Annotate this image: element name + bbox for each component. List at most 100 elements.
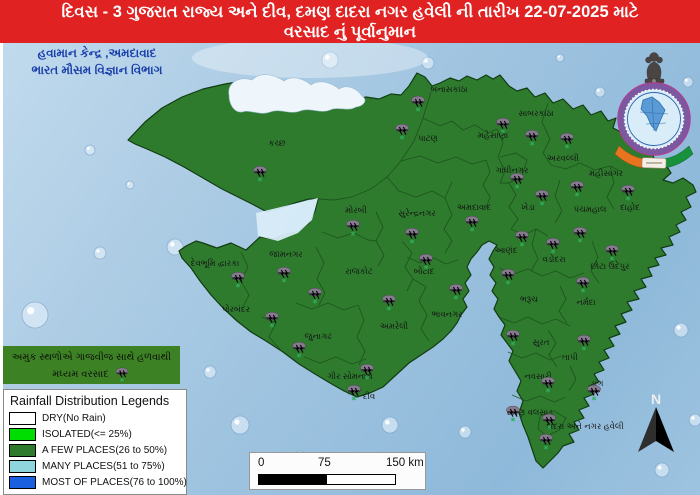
org-department: ભારત મૌસમ વિજ્ઞાન વિભાગ — [31, 63, 163, 77]
legend-title: Rainfall Distribution Legends — [10, 394, 170, 408]
district-label: પાટણ — [418, 133, 439, 143]
legend-row: MANY PLACES(51 to 75%) — [9, 460, 181, 473]
droplet-decor — [230, 415, 250, 435]
droplet-decor — [458, 425, 472, 439]
annotation-line2: મધ્યમ વરસાદ — [52, 368, 109, 380]
legend-swatch — [9, 412, 36, 425]
droplet-highlight — [96, 249, 100, 253]
imd-logo-icon — [614, 52, 694, 169]
droplet-decor — [84, 144, 96, 156]
map-scale-bar: 0 75 150 km — [249, 452, 426, 490]
gujarat-land — [127, 72, 697, 469]
district-label: અમદાવાદ — [457, 202, 491, 212]
title-bar: દિવસ - 3 ગુજરાત રાજ્ય અને દીવ, દમણ દાદરા… — [0, 0, 700, 43]
droplet-highlight — [170, 242, 175, 247]
district-label: સાબરકાંઠા — [518, 108, 553, 118]
droplet-highlight — [385, 420, 390, 425]
district-label: પોરબંદર — [222, 303, 251, 314]
district-label: ડાંગ — [591, 378, 605, 388]
legend-row: ISOLATED(<= 25%) — [9, 428, 181, 441]
district-labels: કચ્છ બનાસકાંઠા પાટણ સાબરકાંઠા મહેસાણા અરવલ્લી… — [191, 84, 641, 431]
title-line2: વરસાદ નું પૂર્વાનુમાન — [283, 22, 417, 41]
rainfall-legend: Rainfall Distribution Legends DRY(No Rai… — [3, 389, 187, 495]
annotation-line1: અમુક સ્થળોએ ગાજવીજ સાથે હળવાથી — [11, 352, 172, 363]
droplet-decor — [381, 416, 399, 434]
rann-of-kutch-patch — [228, 74, 366, 114]
forecast-annotation: અમુક સ્થળોએ ગાજવીજ સાથે હળવાથી મધ્યમ વરસ… — [3, 346, 180, 384]
droplet-decor — [673, 322, 689, 338]
scale-start: 0 — [258, 457, 265, 469]
district-label: ગીર સોમનાથ — [327, 370, 373, 381]
district-borders — [240, 91, 623, 437]
droplet-decor — [203, 365, 217, 379]
droplet-decor — [654, 462, 670, 478]
droplet-highlight — [206, 368, 210, 372]
district-label: દેવભૂમિ દ્વારકા — [191, 257, 240, 270]
legend-swatch — [9, 476, 36, 489]
district-label: મહીસાગર — [589, 168, 624, 178]
droplet-highlight — [234, 419, 240, 425]
org-name: હવામાન કેન્દ્ર ,અમદાવાદ — [37, 46, 157, 60]
legend-row: MOST OF PLACES(76 to 100%) — [9, 476, 187, 489]
droplet-highlight — [657, 465, 662, 470]
droplet-highlight — [461, 428, 465, 432]
district-label: વડોદરા — [542, 253, 565, 264]
droplet-decor — [21, 301, 49, 329]
north-label: N — [651, 391, 661, 407]
district-label: દમણ વલસાડ — [507, 407, 553, 417]
scale-bar-black-segment — [258, 474, 328, 485]
legend-label: MOST OF PLACES(76 to 100%) — [42, 477, 187, 488]
droplet-highlight — [684, 78, 688, 82]
district-label: જામનગર — [269, 249, 303, 259]
district-label: સુરેન્દ્રનગર — [398, 207, 436, 218]
legend-label: MANY PLACES(51 to 75%) — [42, 461, 165, 472]
legend-row: A FEW PLACES(26 to 50%) — [9, 444, 181, 457]
droplet-decor — [688, 413, 700, 427]
district-label: અરવલ્લી — [547, 153, 580, 163]
district-label: તાપી — [562, 352, 578, 362]
district-label: દાહોદ — [620, 201, 640, 212]
org-header: હવામાન કેન્દ્ર ,અમદાવાદ ભારત મૌસમ વિજ્ઞા… — [6, 45, 188, 79]
droplet-highlight — [325, 55, 330, 60]
district-label: આણંદ — [495, 245, 518, 255]
district-label: મોરબી — [345, 204, 367, 215]
droplet-highlight — [557, 55, 560, 58]
scale-bar-white-segment — [326, 474, 396, 485]
droplet-decor — [93, 246, 107, 260]
district-label: ગાંધીનગર — [496, 165, 529, 175]
district-label: રાજકોટ — [345, 265, 373, 276]
little-rann-patch — [256, 198, 318, 241]
legend-label: A FEW PLACES(26 to 50%) — [42, 445, 168, 456]
district-label: મહેસાણા — [478, 129, 509, 140]
district-label: જુનાગઢ — [305, 331, 333, 341]
legend-row: DRY(No Rain) — [9, 412, 181, 425]
district-label: છોટા ઉદેપુર — [590, 260, 630, 272]
legend-swatch — [9, 460, 36, 473]
scale-end: 150 km — [386, 457, 424, 469]
district-label: નવસારી — [524, 371, 552, 381]
legend-label: ISOLATED(<= 25%) — [42, 429, 132, 440]
droplet-highlight — [691, 416, 695, 420]
scale-labels: 0 75 150 km — [250, 457, 425, 471]
droplet-decor — [594, 86, 606, 98]
district-label: પંચમહાલ — [574, 204, 607, 214]
district-label: બોટાદ — [414, 265, 435, 276]
left-border — [0, 43, 3, 495]
district-label: ખેડા — [521, 201, 535, 212]
legend-items: DRY(No Rain) ISOLATED(<= 25%) A FEW PLACES… — [9, 412, 187, 489]
thunderstorm-icon — [115, 367, 129, 383]
title-line1: દિવસ - 3 ગુજરાત રાજ્ય અને દીવ, દમણ દાદરા… — [61, 2, 639, 21]
district-label: ભાવનગર — [431, 309, 463, 319]
district-label: કચ્છ — [268, 138, 286, 148]
sea-highlight — [192, 38, 428, 78]
district-label: દીવ — [363, 391, 376, 401]
droplet-decor — [555, 53, 565, 63]
droplet-highlight — [127, 182, 130, 185]
droplet-highlight — [596, 88, 600, 92]
district-label: બનાસકાંઠા — [430, 84, 467, 94]
droplet-highlight — [86, 146, 90, 150]
legend-label: DRY(No Rain) — [42, 413, 106, 424]
droplet-decor — [682, 76, 694, 88]
legend-swatch — [9, 444, 36, 457]
